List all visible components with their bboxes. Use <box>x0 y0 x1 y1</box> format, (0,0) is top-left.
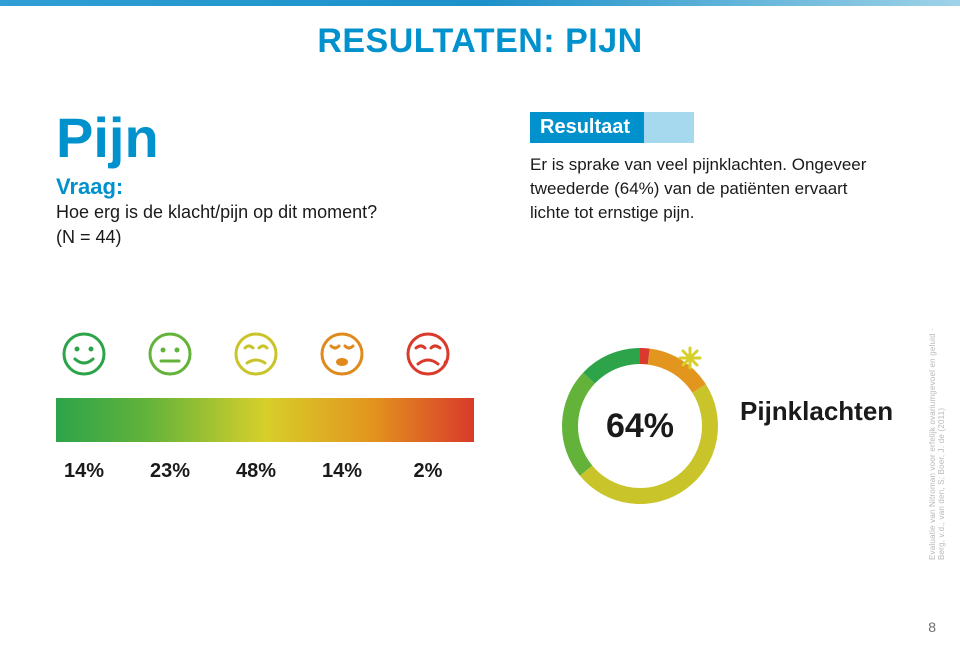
right-column: Resultaat Er is sprake van veel pijnklac… <box>530 112 890 224</box>
scale-pct-3: 14% <box>314 460 370 483</box>
faces-row <box>56 330 456 383</box>
face-icon-sadish <box>228 330 284 383</box>
result-text: Er is sprake van veel pijnklachten. Onge… <box>530 153 890 224</box>
percent-row: 14% 23% 48% 14% 2% <box>56 460 456 483</box>
scale-pct-1: 23% <box>142 460 198 483</box>
donut-chart: 64% <box>560 346 720 506</box>
result-box: Resultaat <box>530 112 644 143</box>
page-number: 8 <box>928 619 936 635</box>
left-column: Pijn Vraag: Hoe erg is de klacht/pijn op… <box>56 110 446 248</box>
vertical-credit: Evaluatie van Nitroman voor erfelijk ova… <box>928 320 938 560</box>
sample-size: (N = 44) <box>56 227 446 248</box>
donut-center-label: 64% <box>560 346 720 506</box>
question-text: Hoe erg is de klacht/pijn op dit moment? <box>56 202 446 223</box>
face-icon-happy <box>56 330 112 383</box>
section-heading: Pijn <box>56 110 446 166</box>
face-icon-sad <box>314 330 370 383</box>
face-icon-cry <box>400 330 456 383</box>
face-icon-neutral <box>142 330 198 383</box>
page-title: RESULTATEN: PIJN <box>0 22 960 61</box>
scale-pct-4: 2% <box>400 460 456 483</box>
top-accent-bar <box>0 0 960 6</box>
scale-pct-2: 48% <box>228 460 284 483</box>
scale-pct-0: 14% <box>56 460 112 483</box>
question-label: Vraag: <box>56 174 446 200</box>
gradient-bar <box>56 398 474 442</box>
donut-caption: Pijnklachten <box>740 396 893 427</box>
